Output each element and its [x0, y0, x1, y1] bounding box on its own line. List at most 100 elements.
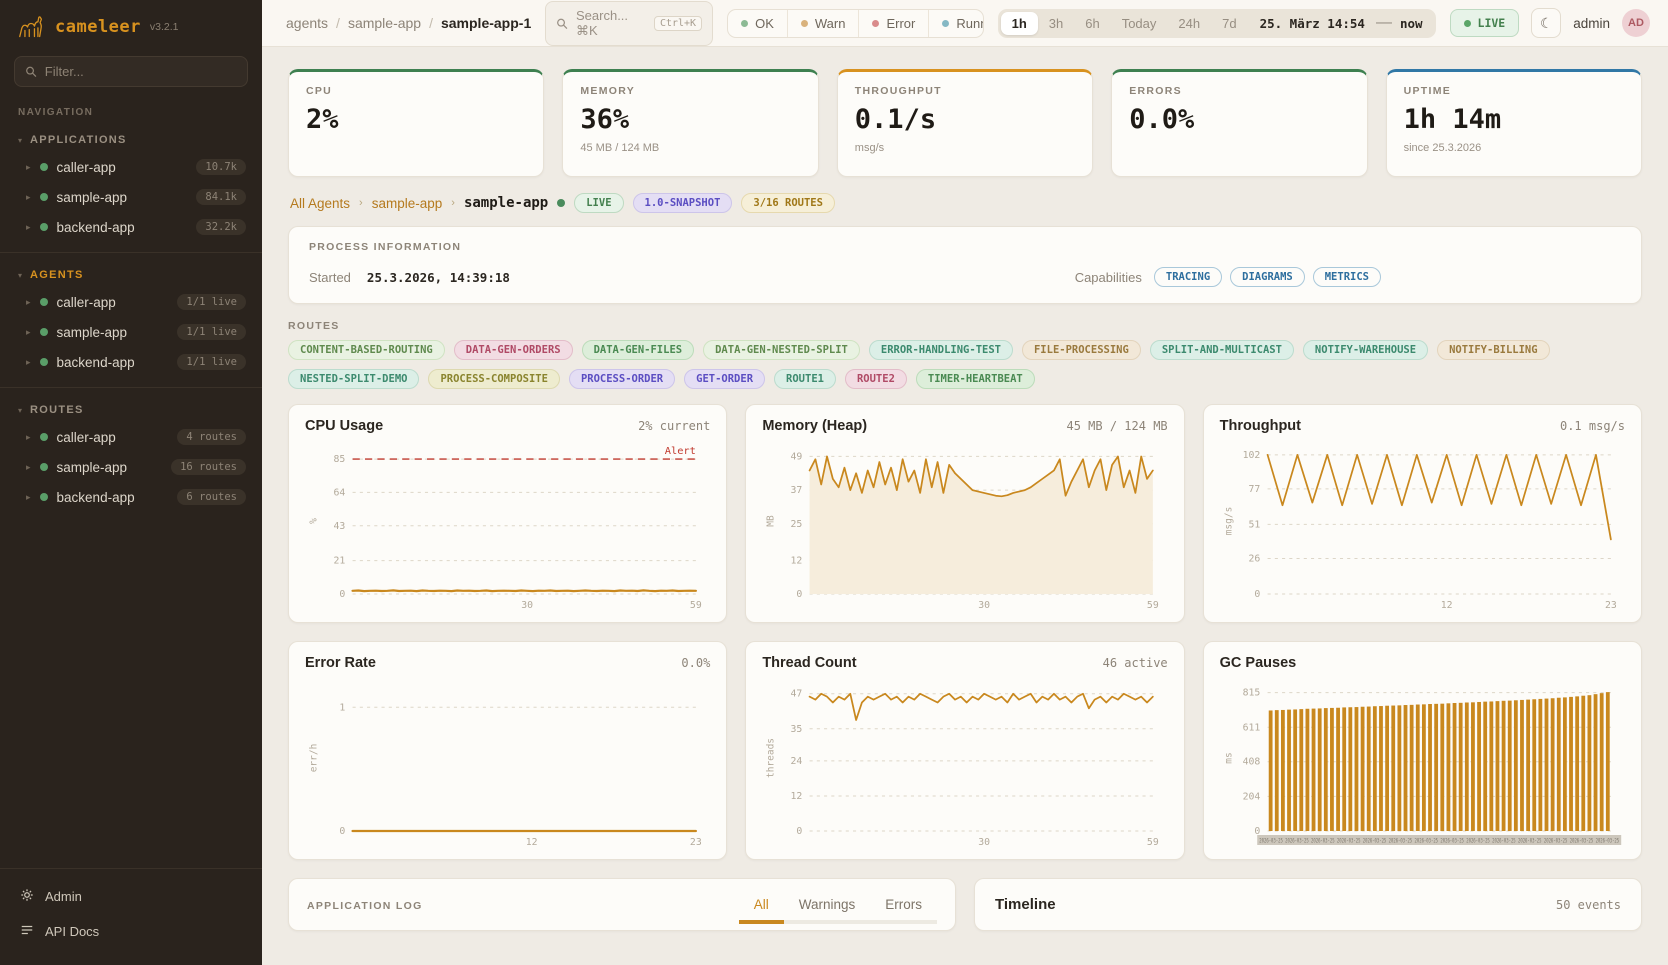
- status-filter-ok[interactable]: OK: [728, 10, 788, 37]
- stat-card-throughput: THROUGHPUT 0.1/s msg/s: [837, 69, 1093, 177]
- route-badge-get-order[interactable]: GET-ORDER: [684, 369, 765, 389]
- svg-text:408: 408: [1242, 757, 1260, 768]
- route-badge-notify-billing[interactable]: NOTIFY-BILLING: [1437, 340, 1550, 360]
- live-toggle[interactable]: LIVE: [1450, 9, 1520, 37]
- time-range-today[interactable]: Today: [1111, 12, 1168, 35]
- sidebar-item-sample-app[interactable]: ▸ sample-app 1/1 live: [0, 317, 262, 347]
- gear-icon: [20, 888, 34, 905]
- route-badge-timer-heartbeat[interactable]: TIMER-HEARTBEAT: [916, 369, 1035, 389]
- sidebar-footer-item-api-docs[interactable]: API Docs: [0, 914, 262, 949]
- chevron-right-icon: ▸: [26, 162, 31, 173]
- capabilities: Capabilities TRACINGDIAGRAMSMETRICS: [1075, 267, 1381, 287]
- agent-breadcrumb-link[interactable]: sample-app: [372, 196, 443, 211]
- breadcrumb-link[interactable]: sample-app: [348, 15, 421, 31]
- logo: cameleer v3.2.1: [0, 0, 262, 50]
- route-badge-data-gen-files[interactable]: DATA-GEN-FILES: [582, 340, 695, 360]
- sidebar-sections: ▾ APPLICATIONS ▸ caller-app 10.7k ▸ samp…: [0, 122, 262, 518]
- agent-breadcrumb-link[interactable]: All Agents: [290, 196, 350, 211]
- timeline-title: Timeline: [995, 896, 1056, 913]
- stat-label: UPTIME: [1404, 85, 1624, 97]
- breadcrumb-link[interactable]: agents: [286, 15, 328, 31]
- route-badge-data-gen-nested-split[interactable]: DATA-GEN-NESTED-SPLIT: [703, 340, 860, 360]
- avatar[interactable]: AD: [1622, 9, 1650, 37]
- stat-sub: msg/s: [855, 142, 1075, 155]
- status-filter-error[interactable]: Error: [859, 10, 929, 37]
- route-badge-data-gen-orders[interactable]: DATA-GEN-ORDERS: [454, 340, 573, 360]
- chart-title: Error Rate: [305, 655, 376, 671]
- agent-breadcrumb-bar: All Agents›sample-app›sample-appLIVE1.0-…: [290, 193, 1640, 213]
- chart-title: CPU Usage: [305, 418, 383, 434]
- sidebar-section-header[interactable]: ▾ ROUTES: [0, 400, 262, 422]
- log-tab-all[interactable]: All: [739, 893, 784, 924]
- date-range-start[interactable]: 25. März 14:54: [1248, 12, 1373, 35]
- log-tab-errors[interactable]: Errors: [870, 893, 937, 924]
- date-range-end[interactable]: now: [1395, 12, 1433, 35]
- chart-plot: 01err/h1223: [305, 673, 710, 851]
- time-range-3h[interactable]: 3h: [1038, 12, 1074, 35]
- sidebar-item-backend-app[interactable]: ▸ backend-app 1/1 live: [0, 347, 262, 377]
- chevron-right-icon: ▸: [26, 222, 31, 233]
- status-dot-icon: [40, 328, 48, 336]
- application-log-title: APPLICATION LOG: [307, 900, 423, 924]
- status-dot-icon: [942, 20, 949, 27]
- status-filter-running[interactable]: Running: [929, 10, 983, 37]
- sidebar-footer-item-admin[interactable]: Admin: [0, 879, 262, 914]
- status-dot-icon: [40, 193, 48, 201]
- camel-logo-icon: [16, 14, 46, 40]
- log-tabs: AllWarningsErrors: [739, 893, 937, 924]
- timeline-event-count: 50 events: [1556, 898, 1621, 912]
- dark-mode-toggle[interactable]: ☾: [1531, 8, 1561, 38]
- sidebar-item-caller-app[interactable]: ▸ caller-app 10.7k: [0, 152, 262, 182]
- time-range-6h[interactable]: 6h: [1074, 12, 1110, 35]
- status-filter-warn[interactable]: Warn: [788, 10, 860, 37]
- sidebar-section-label: APPLICATIONS: [30, 134, 127, 146]
- route-badge-process-order[interactable]: PROCESS-ORDER: [569, 369, 675, 389]
- sidebar-section-header[interactable]: ▾ APPLICATIONS: [0, 130, 262, 152]
- svg-text:1: 1: [339, 702, 345, 713]
- stat-value: 0.0%: [1129, 104, 1349, 135]
- stat-card-memory: MEMORY 36% 45 MB / 124 MB: [562, 69, 818, 177]
- status-dot-icon: [40, 163, 48, 171]
- chevron-right-icon: ▸: [26, 297, 31, 308]
- application-log-panel: APPLICATION LOG AllWarningsErrors: [288, 878, 956, 931]
- log-tab-warnings[interactable]: Warnings: [784, 893, 871, 924]
- sidebar-item-backend-app[interactable]: ▸ backend-app 6 routes: [0, 482, 262, 512]
- time-range-7d[interactable]: 7d: [1211, 12, 1247, 35]
- capability-badge-tracing: TRACING: [1154, 267, 1222, 287]
- chevron-right-icon: ▸: [26, 327, 31, 338]
- sidebar-item-caller-app[interactable]: ▸ caller-app 1/1 live: [0, 287, 262, 317]
- route-badge-split-and-multicast[interactable]: SPLIT-AND-MULTICAST: [1150, 340, 1294, 360]
- filter-input[interactable]: [45, 64, 237, 79]
- timeline-panel: Timeline 50 events: [974, 878, 1642, 931]
- route-badge-error-handling-test[interactable]: ERROR-HANDLING-TEST: [869, 340, 1013, 360]
- chart-current-value: 46 active: [1103, 656, 1168, 670]
- search-button[interactable]: Search... ⌘K Ctrl+K: [545, 1, 713, 46]
- svg-text:0: 0: [797, 589, 803, 600]
- sidebar-section-header[interactable]: ▾ AGENTS: [0, 265, 262, 287]
- route-badge-route2[interactable]: ROUTE2: [845, 369, 907, 389]
- route-badge-process-composite[interactable]: PROCESS-COMPOSITE: [428, 369, 559, 389]
- status-dot-icon: [872, 20, 879, 27]
- svg-text:26: 26: [1248, 554, 1260, 565]
- svg-text:%: %: [308, 518, 319, 524]
- date-range-dash: —: [1373, 14, 1395, 32]
- sidebar-item-backend-app[interactable]: ▸ backend-app 32.2k: [0, 212, 262, 242]
- sidebar-item-caller-app[interactable]: ▸ caller-app 4 routes: [0, 422, 262, 452]
- time-range-24h[interactable]: 24h: [1167, 12, 1211, 35]
- chart-card-error-rate: Error Rate 0.0% 01err/h1223: [288, 641, 727, 860]
- sidebar-item-sample-app[interactable]: ▸ sample-app 16 routes: [0, 452, 262, 482]
- search-placeholder: Search... ⌘K: [576, 8, 646, 39]
- sidebar-item-label: caller-app: [57, 160, 188, 175]
- chevron-right-icon: ▸: [26, 432, 31, 443]
- svg-text:0: 0: [339, 826, 345, 837]
- route-badge-route1[interactable]: ROUTE1: [774, 369, 836, 389]
- route-badge-file-processing[interactable]: FILE-PROCESSING: [1022, 340, 1141, 360]
- route-badge-notify-warehouse[interactable]: NOTIFY-WAREHOUSE: [1303, 340, 1428, 360]
- time-range-1h[interactable]: 1h: [1001, 12, 1038, 35]
- sidebar-item-sample-app[interactable]: ▸ sample-app 84.1k: [0, 182, 262, 212]
- stat-sub: 45 MB / 124 MB: [580, 142, 800, 155]
- route-badge-nested-split-demo[interactable]: NESTED-SPLIT-DEMO: [288, 369, 419, 389]
- started-value: 25.3.2026, 14:39:18: [367, 270, 510, 285]
- app-name: cameleer: [55, 17, 141, 37]
- route-badge-content-based-routing[interactable]: CONTENT-BASED-ROUTING: [288, 340, 445, 360]
